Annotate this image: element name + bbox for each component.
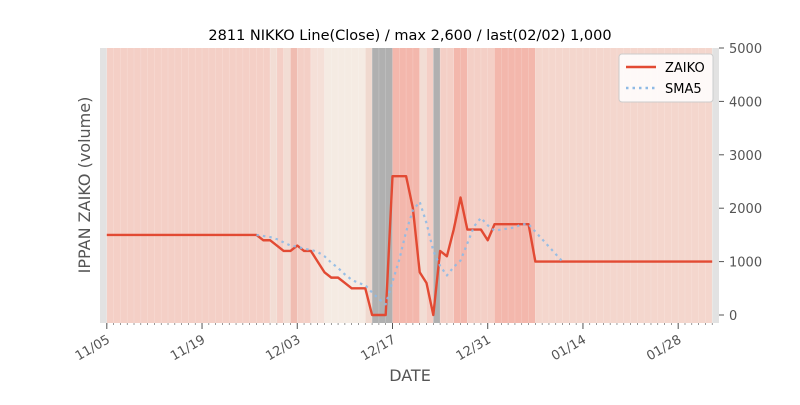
background-band-13: [426, 48, 434, 323]
background-band-18: [494, 48, 536, 323]
background-band-9: [365, 48, 373, 323]
chart-title: 2811 NIKKO Line(Close) / max 2,600 / las…: [208, 28, 611, 44]
background-band-17: [467, 48, 495, 323]
background-band-2: [270, 48, 277, 323]
x-axis: 11/05 11/19 12/03 12/17 12/31 01/14 01/28: [73, 323, 684, 364]
background-band-12: [419, 48, 427, 323]
x-axis-label: DATE: [389, 366, 431, 385]
minor-ticks: [106, 48, 713, 325]
background-band-11: [392, 48, 420, 323]
background-band-20: [712, 48, 719, 323]
y-tick-label: 4000: [729, 95, 762, 110]
x-tick-label: 12/03: [263, 332, 303, 364]
background-band-10: [372, 48, 393, 323]
series-lines: [106, 174, 713, 317]
legend-sma5-label: SMA5: [665, 82, 702, 97]
y-axis-label: IPPAN ZAIKO (volume): [75, 97, 94, 274]
y-axis: 0 1000 2000 3000 4000 5000: [719, 42, 762, 324]
y-tick-label: 1000: [729, 256, 762, 271]
background-band-5: [290, 48, 298, 323]
background-band-3: [276, 48, 284, 323]
background-band-0: [100, 48, 107, 323]
background-band-4: [283, 48, 291, 323]
y-tick-label: 3000: [729, 149, 762, 164]
x-tick-label: 12/17: [359, 332, 399, 364]
legend: ZAIKO SMA5: [618, 53, 714, 103]
y-tick-label: 2000: [729, 202, 762, 217]
series-line-zaiko: [106, 174, 713, 317]
background-bands: [100, 48, 719, 323]
background-band-1: [106, 48, 271, 323]
x-tick-label: 11/19: [168, 332, 208, 364]
x-tick-label: 01/28: [644, 332, 684, 364]
legend-zaiko-label: ZAIKO: [665, 61, 705, 76]
y-tick-label: 5000: [729, 42, 762, 57]
y-tick-label: 0: [729, 309, 737, 324]
x-tick-label: 12/31: [454, 332, 494, 364]
x-tick-label: 11/05: [73, 332, 113, 364]
series-line-sma5: [256, 200, 564, 306]
background-band-6: [297, 48, 311, 323]
background-band-14: [433, 48, 441, 323]
x-tick-label: 01/14: [549, 332, 589, 364]
